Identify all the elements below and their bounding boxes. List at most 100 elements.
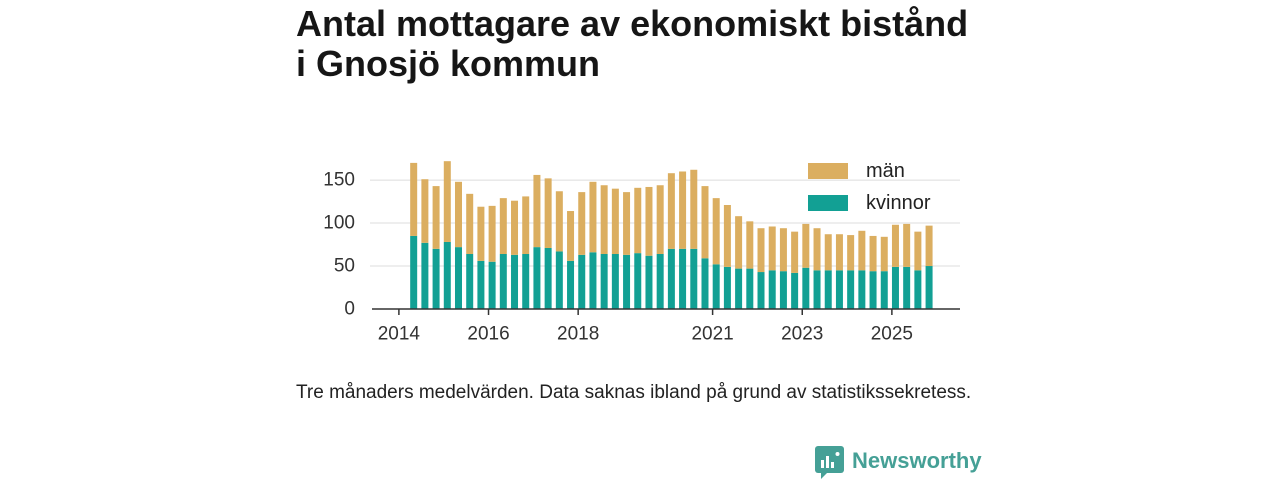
y-tick-label: 50	[334, 256, 355, 277]
bar-kvinnor-36	[813, 270, 821, 309]
bar-kvinnor-45	[914, 270, 922, 309]
bar-kvinnor-28	[723, 266, 731, 309]
bar-kvinnor-40	[858, 270, 866, 309]
legend: män kvinnor	[808, 159, 931, 225]
bar-man-23	[667, 173, 675, 249]
bar-man-45	[914, 231, 922, 271]
bar-kvinnor-41	[869, 271, 877, 309]
bar-kvinnor-13	[555, 251, 563, 309]
bar-kvinnor-0	[410, 235, 418, 309]
bar-kvinnor-7	[488, 261, 496, 309]
bar-kvinnor-5	[466, 253, 474, 309]
bar-kvinnor-9	[511, 254, 519, 309]
bar-man-10	[522, 196, 530, 254]
x-tick-label: 2023	[781, 324, 823, 345]
bar-man-12	[544, 178, 552, 248]
bar-kvinnor-30	[746, 268, 754, 309]
bar-kvinnor-8	[499, 253, 507, 309]
bar-kvinnor-16	[589, 252, 597, 309]
bar-kvinnor-6	[477, 260, 485, 309]
legend-label-man: män	[866, 159, 905, 182]
bar-kvinnor-33	[779, 271, 787, 309]
bar-kvinnor-26	[701, 258, 709, 309]
bar-man-33	[779, 228, 787, 272]
chart-title: Antal mottagare av ekonomiskt bistånd i …	[296, 3, 969, 84]
bar-man-29	[735, 216, 743, 269]
bar-man-20	[634, 187, 642, 254]
bar-man-19	[623, 192, 631, 255]
bar-man-3	[443, 161, 451, 242]
bar-kvinnor-27	[712, 264, 720, 309]
x-tick-label: 2021	[691, 324, 733, 345]
bar-kvinnor-23	[667, 248, 675, 309]
bar-man-18	[611, 188, 619, 254]
legend-item-man: män	[808, 159, 930, 182]
bar-man-1	[421, 179, 429, 243]
bar-man-25	[690, 169, 698, 249]
bar-man-30	[746, 221, 754, 269]
chart-caption: Tre månaders medelvärden. Data saknas ib…	[296, 382, 972, 403]
legend-item-kvinnor: kvinnor	[808, 191, 931, 214]
bar-man-5	[466, 193, 474, 254]
bar-kvinnor-20	[634, 253, 642, 309]
bar-man-11	[533, 174, 541, 248]
bar-man-14	[567, 211, 575, 261]
x-tick-label: 2025	[871, 324, 913, 345]
bar-man-34	[791, 231, 799, 273]
bar-kvinnor-34	[791, 272, 799, 309]
bar-man-17	[600, 185, 608, 254]
bar-man-9	[511, 200, 519, 255]
bar-man-7	[488, 205, 496, 262]
bar-man-38	[835, 234, 843, 271]
bar-kvinnor-21	[645, 255, 653, 309]
bar-kvinnor-17	[600, 253, 608, 309]
bar-kvinnor-1	[421, 242, 429, 309]
newsworthy-logo-icon	[815, 446, 844, 479]
legend-label-kvinnor: kvinnor	[866, 191, 931, 214]
y-tick-label: 100	[323, 213, 355, 234]
bar-kvinnor-10	[522, 253, 530, 309]
bar-man-15	[578, 192, 586, 255]
bar-man-37	[824, 234, 832, 271]
bar-kvinnor-39	[847, 270, 855, 309]
bar-kvinnor-25	[690, 248, 698, 309]
bar-man-22	[656, 185, 664, 254]
bar-man-16	[589, 181, 597, 253]
bar-kvinnor-35	[802, 267, 810, 309]
bar-kvinnor-42	[880, 271, 888, 309]
bar-man-43	[891, 224, 899, 267]
y-tick-label: 0	[344, 299, 355, 320]
bar-man-24	[679, 171, 687, 249]
bar-kvinnor-18	[611, 253, 619, 309]
bar-kvinnor-11	[533, 247, 541, 309]
legend-swatch-kvinnor	[808, 195, 848, 211]
bar-kvinnor-38	[835, 270, 843, 309]
bar-kvinnor-2	[432, 248, 440, 309]
bar-man-32	[768, 226, 776, 271]
x-tick-label: 2016	[467, 324, 509, 345]
bar-kvinnor-22	[656, 253, 664, 309]
bar-man-0	[410, 162, 418, 236]
bar-kvinnor-31	[757, 272, 765, 309]
legend-swatch-man	[808, 163, 848, 179]
bar-man-41	[869, 235, 877, 272]
newsworthy-logo[interactable]: Newsworthy	[815, 446, 982, 479]
bar-man-8	[499, 198, 507, 254]
bar-man-26	[701, 186, 709, 259]
bar-man-35	[802, 223, 810, 268]
bar-man-6	[477, 206, 485, 261]
bar-kvinnor-24	[679, 248, 687, 309]
bar-kvinnor-14	[567, 260, 575, 309]
bar-man-36	[813, 228, 821, 271]
bar-man-42	[880, 236, 888, 272]
bar-kvinnor-44	[903, 266, 911, 309]
bar-kvinnor-46	[925, 266, 933, 309]
bar-man-39	[847, 235, 855, 271]
bar-kvinnor-43	[891, 266, 899, 309]
bar-kvinnor-3	[443, 241, 451, 309]
bar-kvinnor-4	[454, 247, 462, 309]
bar-man-44	[903, 223, 911, 267]
newsworthy-wordmark: Newsworthy	[852, 447, 982, 473]
y-tick-label: 150	[323, 170, 355, 191]
